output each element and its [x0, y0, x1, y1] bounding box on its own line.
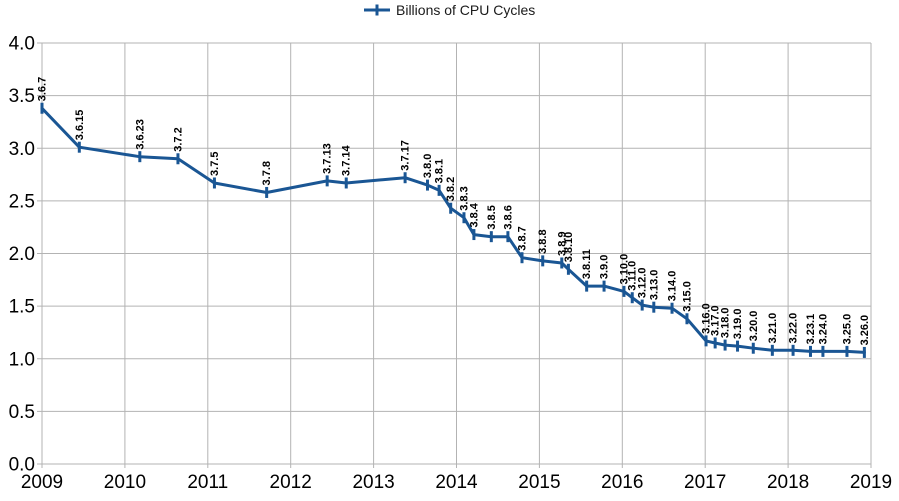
data-point-label: 3.8.5: [486, 205, 498, 229]
data-point-label: 3.8.9: [556, 232, 568, 256]
data-point-label: 3.8.1: [434, 159, 446, 183]
data-point-label: 3.8.4: [468, 202, 480, 227]
data-point-label: 3.6.7: [37, 77, 49, 101]
data-point-label: 3.16.0: [701, 303, 713, 334]
data-point-label: 3.8.7: [516, 226, 528, 250]
x-tick-label: 2010: [104, 472, 146, 493]
x-tick-label: 2013: [352, 472, 394, 493]
data-point-label: 3.7.14: [341, 145, 353, 176]
data-point-label: 3.8.11: [581, 249, 593, 279]
y-tick-label: 2.5: [9, 191, 35, 212]
data-point-label: 3.20.0: [748, 311, 760, 342]
data-point-label: 3.14.0: [667, 271, 679, 302]
data-point-label: 3.15.0: [681, 281, 693, 312]
x-tick-label: 2009: [21, 472, 63, 493]
y-tick-label: 1.0: [9, 349, 35, 370]
data-point-label: 3.9.0: [599, 255, 611, 279]
data-point-label: 3.23.1: [805, 314, 817, 345]
data-point-label: 3.25.0: [841, 314, 853, 345]
y-tick-label: 0.0: [9, 455, 35, 476]
data-point-label: 3.13.0: [648, 270, 660, 301]
data-point-label: 3.12.0: [637, 267, 649, 298]
data-point-label: 3.18.0: [720, 307, 732, 338]
x-tick-label: 2012: [270, 472, 312, 493]
data-point-label: 3.7.8: [261, 161, 273, 185]
data-point-label: 3.7.2: [172, 127, 184, 151]
data-point-label: 3.8.3: [458, 186, 470, 210]
data-point-label: 3.8.10: [563, 232, 575, 263]
data-point-label: 3.7.13: [322, 143, 334, 174]
data-point-label: 3.26.0: [859, 315, 871, 346]
x-tick-label: 2011: [187, 472, 228, 493]
y-tick-label: 1.5: [9, 297, 35, 318]
data-point-label: 3.6.23: [134, 119, 146, 150]
x-tick-label: 2019: [850, 472, 892, 493]
x-tick-label: 2014: [435, 472, 478, 493]
y-tick-label: 0.5: [9, 402, 35, 423]
x-tick-label: 2016: [601, 472, 643, 493]
data-point-label: 3.8.0: [422, 154, 434, 178]
data-point-label: 3.8.2: [445, 177, 457, 201]
y-tick-label: 3.0: [9, 139, 35, 160]
data-point-label: 3.8.8: [537, 229, 549, 253]
data-point-label: 3.21.0: [767, 313, 779, 344]
data-point-label: 3.24.0: [817, 314, 829, 345]
data-point-label: 3.17.0: [710, 305, 722, 336]
data-point-label: 3.6.15: [74, 110, 86, 141]
data-point-label: 3.22.0: [788, 313, 800, 344]
y-tick-label: 3.5: [9, 86, 35, 107]
data-point-label: 3.7.5: [209, 152, 221, 176]
chart-legend: Billions of CPU Cycles: [363, 0, 535, 20]
data-point-label: 3.7.17: [400, 140, 412, 171]
x-tick-label: 2015: [518, 472, 560, 493]
x-tick-label: 2018: [767, 472, 809, 493]
data-point-label: 3.19.0: [732, 309, 744, 340]
y-tick-label: 2.0: [9, 244, 35, 265]
data-point-label: 3.11.0: [627, 261, 639, 291]
data-point-label: 3.10.0: [618, 254, 630, 285]
legend-label: Billions of CPU Cycles: [396, 2, 536, 18]
x-tick-label: 2017: [684, 472, 726, 493]
legend-line-plus-marker-icon: [364, 4, 390, 16]
data-point-label: 3.8.6: [502, 205, 514, 229]
y-tick-label: 4.0: [9, 34, 35, 55]
